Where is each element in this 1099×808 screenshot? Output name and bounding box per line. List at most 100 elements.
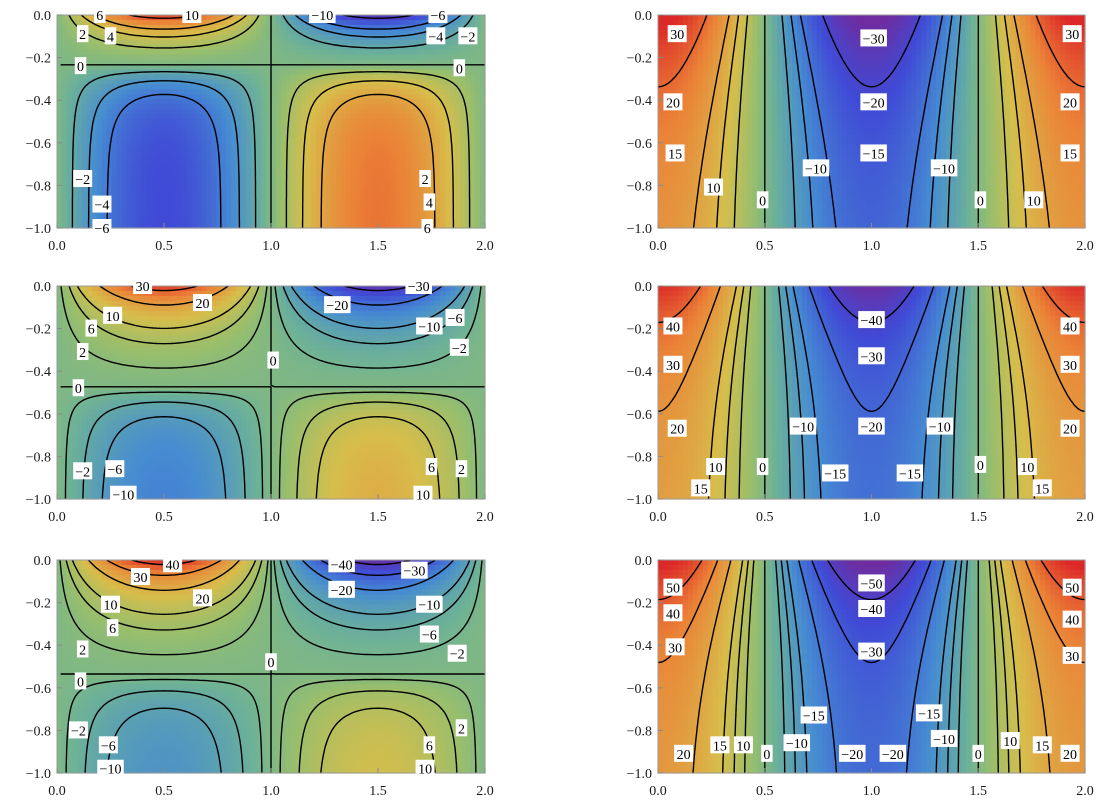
contour-line xyxy=(68,14,471,228)
contour-label: −2 xyxy=(460,30,475,45)
contour-label: −40 xyxy=(861,603,883,618)
contour-label: −20 xyxy=(331,584,353,599)
contour-label: −20 xyxy=(861,421,883,436)
y-tick-label: 0.0 xyxy=(34,280,52,295)
x-tick-label: 1.5 xyxy=(369,239,387,254)
contour-label: 20 xyxy=(670,423,684,438)
contour-label: 10 xyxy=(185,9,199,24)
y-tick-label: 0.0 xyxy=(34,554,52,569)
x-tick-label: 0.5 xyxy=(756,510,774,525)
contour-line xyxy=(657,285,1086,413)
contour-label: 10 xyxy=(418,763,432,778)
contour-label: −15 xyxy=(899,467,921,482)
y-tick-label: −0.6 xyxy=(627,408,652,423)
contour-label: 30 xyxy=(136,280,150,295)
contour-label: 30 xyxy=(670,28,684,43)
contour-label: 30 xyxy=(1065,28,1079,43)
contour-label: −30 xyxy=(403,565,425,580)
contour-label: 0 xyxy=(77,675,84,690)
contour-labels: 30 20 15 10 0 −30 −20 −15 −10 −10 0 10 15 20 30 xyxy=(663,25,1082,209)
contour-label: −4 xyxy=(428,30,443,45)
contour-label: 20 xyxy=(196,297,210,312)
contour-label: 0 xyxy=(77,60,84,75)
y-tick-label: 0.0 xyxy=(635,280,653,295)
contour-label: 40 xyxy=(666,320,680,335)
contour-label: −10 xyxy=(418,599,440,614)
y-tick-label: −0.4 xyxy=(26,365,51,380)
contour-lines xyxy=(657,285,1086,500)
x-tick-label: 1.5 xyxy=(970,239,988,254)
panel-row2-left: 0.0 0.5 1.0 1.5 2.0 0.0 −0.2 −0.4 −0.6 −0.8 −1.0 30… xyxy=(26,277,494,525)
y-tick-label: −0.2 xyxy=(26,323,51,338)
y-tick-label: −0.2 xyxy=(26,597,51,612)
contour-line xyxy=(808,285,935,413)
contour-label: 20 xyxy=(1063,423,1077,438)
x-tick-label: 0.0 xyxy=(649,239,667,254)
y-tick-label: −0.8 xyxy=(26,724,51,739)
contour-label: −20 xyxy=(882,748,904,763)
contour-label: 4 xyxy=(426,196,433,211)
contour-line xyxy=(65,559,483,774)
contour-label: 0 xyxy=(75,382,82,397)
contour-label: 2 xyxy=(422,173,429,188)
contour-line xyxy=(657,14,1086,88)
contour-label: 20 xyxy=(677,748,691,763)
x-tick-label: 1.0 xyxy=(863,239,881,254)
contour-labels: 50 40 30 20 15 10 0 −50 −40 −30 −15 −15 −10 −10 −20 −20… xyxy=(663,574,1082,763)
contour-lines xyxy=(59,559,485,774)
y-tick-label: −0.4 xyxy=(26,639,51,654)
x-tick-label: 0.5 xyxy=(155,239,173,254)
contour-line xyxy=(59,559,477,774)
field-fill xyxy=(57,286,486,500)
contour-label: −6 xyxy=(94,222,109,237)
contour-label: 40 xyxy=(166,558,180,573)
y-tick-label: −0.4 xyxy=(627,94,652,109)
x-tick-label: 2.0 xyxy=(476,510,494,525)
contour-label: −10 xyxy=(112,489,134,504)
contour-label: −6 xyxy=(107,463,122,478)
contour-label: −20 xyxy=(326,299,348,314)
contour-label: 10 xyxy=(1027,194,1041,209)
contour-line xyxy=(692,14,1051,229)
contour-label: 20 xyxy=(1063,748,1077,763)
contour-label: 30 xyxy=(668,641,682,656)
x-tick-label: 1.0 xyxy=(262,239,280,254)
contour-label: 10 xyxy=(104,599,118,614)
axis-ticks: 0.0 0.5 1.0 1.5 2.0 0.0 −0.2 −0.4 −0.6 −0.8 −1.0 xyxy=(26,9,494,254)
axis-ticks: 0.0 0.5 1.0 1.5 2.0 0.0 −0.2 −0.4 −0.6 −0.8 −1.0 xyxy=(26,554,494,799)
x-tick-label: 0.5 xyxy=(155,510,173,525)
contour-label: 30 xyxy=(1063,359,1077,374)
contour-line xyxy=(71,559,436,774)
contour-label: 20 xyxy=(666,96,680,111)
x-tick-label: 1.5 xyxy=(970,784,988,799)
contour-label: 10 xyxy=(736,739,750,754)
contour-label: −10 xyxy=(933,162,955,177)
contour-label: 15 xyxy=(713,739,727,754)
contour-label: 0 xyxy=(977,459,984,474)
contour-line xyxy=(777,285,966,500)
contour-label: 0 xyxy=(268,656,275,671)
contour-label: −2 xyxy=(75,465,90,480)
axis-ticks: 0.0 0.5 1.0 1.5 2.0 0.0 −0.2 −0.4 −0.6 −0.8 −1.0 xyxy=(627,554,1094,799)
contour-label: 40 xyxy=(666,607,680,622)
contour-label: 15 xyxy=(1063,147,1077,162)
contour-label: 0 xyxy=(456,62,463,77)
contour-label: −10 xyxy=(100,763,122,778)
x-tick-label: 2.0 xyxy=(476,239,494,254)
contour-label: −30 xyxy=(408,280,430,295)
y-tick-label: −1.0 xyxy=(26,222,51,237)
contour-lines xyxy=(657,14,1086,229)
contour-label: −15 xyxy=(918,707,940,722)
contour-label: −15 xyxy=(863,147,885,162)
contour-lines xyxy=(60,285,485,500)
panel-row1-left: 0.0 0.5 1.0 1.5 2.00.0−0.2−0.4−0.6−0.8−1.062… xyxy=(26,6,494,254)
contour-label: −40 xyxy=(861,314,883,329)
y-tick-label: −1.0 xyxy=(26,493,51,508)
contour-label: −10 xyxy=(933,733,955,748)
contour-label: 6 xyxy=(88,323,95,338)
x-tick-label: 1.5 xyxy=(369,510,387,525)
y-tick-label: −0.6 xyxy=(627,682,652,697)
contour-line xyxy=(60,560,485,773)
y-tick-label: −0.8 xyxy=(26,179,51,194)
